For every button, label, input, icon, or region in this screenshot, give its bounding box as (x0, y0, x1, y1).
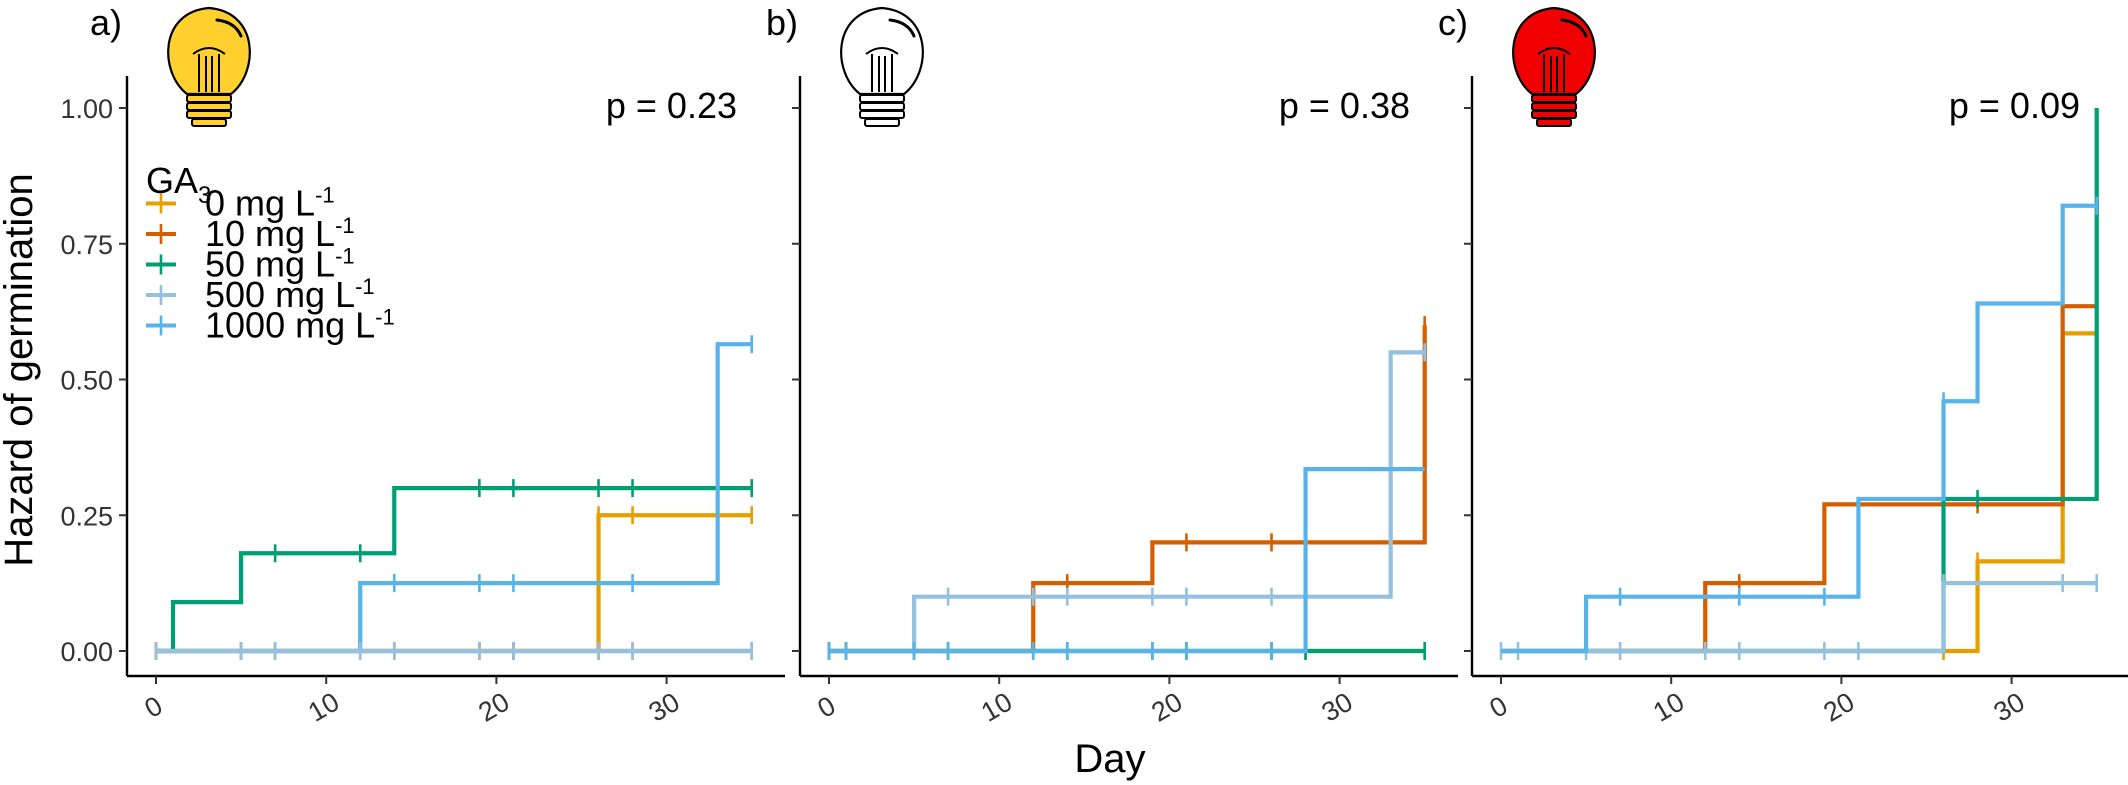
series-line (1501, 203, 2097, 654)
legend-label: 1000 mg L-1 (205, 305, 395, 346)
lightbulb-icon (1512, 6, 1596, 127)
x-tick-label: 0 (812, 690, 840, 723)
lightbulb-icon (167, 6, 251, 127)
series-50-mg-l-1 (1501, 108, 2099, 654)
y-axis-title: Hazard of germination (0, 173, 41, 567)
series-line (1501, 304, 2097, 654)
x-tick-label: 20 (473, 687, 514, 728)
x-tick-label: 30 (1989, 687, 2030, 728)
x-tick-label: 0 (139, 690, 167, 723)
bulb-base-segment (186, 102, 232, 111)
legend-label: 50 mg L-1 (205, 244, 355, 285)
bulb-base-segment (859, 94, 905, 103)
legend-item: 10 mg L-1 (146, 213, 355, 254)
lightbulb-icon (840, 6, 924, 127)
panel-tag: b) (766, 2, 798, 43)
bulb-filament (192, 47, 226, 92)
bulb-filament (865, 47, 899, 92)
legend-item: 1000 mg L-1 (146, 305, 395, 346)
x-axis-title: Day (1074, 737, 1145, 781)
bulb-shine (215, 18, 243, 38)
series-500-mg-l-1 (829, 343, 1426, 654)
series-1000-mg-l-1 (1501, 196, 2098, 654)
bulb-glass (167, 6, 251, 96)
x-tick-label: 30 (644, 687, 685, 728)
x-tick-label: 10 (1648, 687, 1689, 728)
series-line (1501, 108, 2099, 654)
series-line (829, 466, 1425, 654)
bulb-base-segment (191, 118, 227, 127)
y-tick-label: 0.75 (60, 230, 113, 260)
panel-tag: a) (90, 2, 122, 43)
legend-label: 10 mg L-1 (205, 213, 355, 254)
bulb-base-segment (186, 110, 232, 119)
y-tick-label: 0.00 (60, 637, 113, 667)
series-line (156, 342, 752, 654)
x-tick-label: 20 (1818, 687, 1859, 728)
x-tick-label: 0 (1484, 690, 1512, 723)
bulb-base-segment (1531, 94, 1577, 103)
panel-b: 0 10 20 30 b) p = 0.38 (766, 2, 1458, 728)
x-tick-label: 10 (976, 687, 1017, 728)
p-value: p = 0.38 (1279, 85, 1410, 126)
series-10-mg-l-1 (829, 316, 1427, 654)
x-tick-label: 20 (1146, 687, 1187, 728)
series-500-mg-l-1 (1499, 574, 2098, 660)
bulb-base-segment (859, 102, 905, 111)
legend-item: 50 mg L-1 (146, 244, 355, 285)
y-tick-label: 1.00 (60, 94, 113, 124)
bulb-glass (1512, 6, 1596, 96)
series-line (156, 486, 752, 654)
x-tick-label: 10 (303, 687, 344, 728)
panel-tag: c) (1438, 2, 1468, 43)
bulb-base-segment (859, 110, 905, 119)
p-value: p = 0.09 (1949, 85, 2080, 126)
legend-label: 0 mg L-1 (205, 183, 335, 224)
series-1000-mg-l-1 (827, 466, 1425, 660)
p-value: p = 0.23 (606, 85, 737, 126)
y-tick-label: 0.25 (60, 501, 113, 531)
bulb-base-segment (186, 94, 232, 103)
bulb-base-segment (1531, 110, 1577, 119)
panel-a: 0.00 0.25 0.50 0.75 1.00 0 10 20 30 a) p = 0.23 (60, 2, 785, 728)
series-50-mg-l-1 (156, 479, 754, 654)
bulb-glass (840, 6, 924, 96)
legend-title: GA3 (146, 160, 211, 209)
bulb-base-segment (1536, 118, 1572, 127)
series-line (1501, 581, 2097, 654)
legend-label: 500 mg L-1 (205, 274, 375, 315)
y-tick-label: 0.50 (60, 366, 113, 396)
panel-c: 0 10 20 30 c) p = 0.09 (1438, 2, 2128, 728)
x-tick-label: 30 (1317, 687, 1358, 728)
bulb-shine (888, 18, 916, 38)
series-line (829, 325, 1427, 654)
legend-item: 0 mg L-1 (146, 183, 335, 224)
bulb-shine (1560, 18, 1588, 38)
series-line (1501, 331, 2097, 654)
series-500-mg-l-1 (154, 642, 754, 660)
series-0-mg-l-1 (1501, 324, 2098, 660)
bulb-filament (1537, 47, 1571, 92)
bulb-base-segment (1531, 102, 1577, 111)
series-1000-mg-l-1 (156, 335, 754, 654)
series-line (829, 350, 1425, 654)
legend-item: 500 mg L-1 (146, 274, 375, 315)
bulb-base-segment (864, 118, 900, 127)
